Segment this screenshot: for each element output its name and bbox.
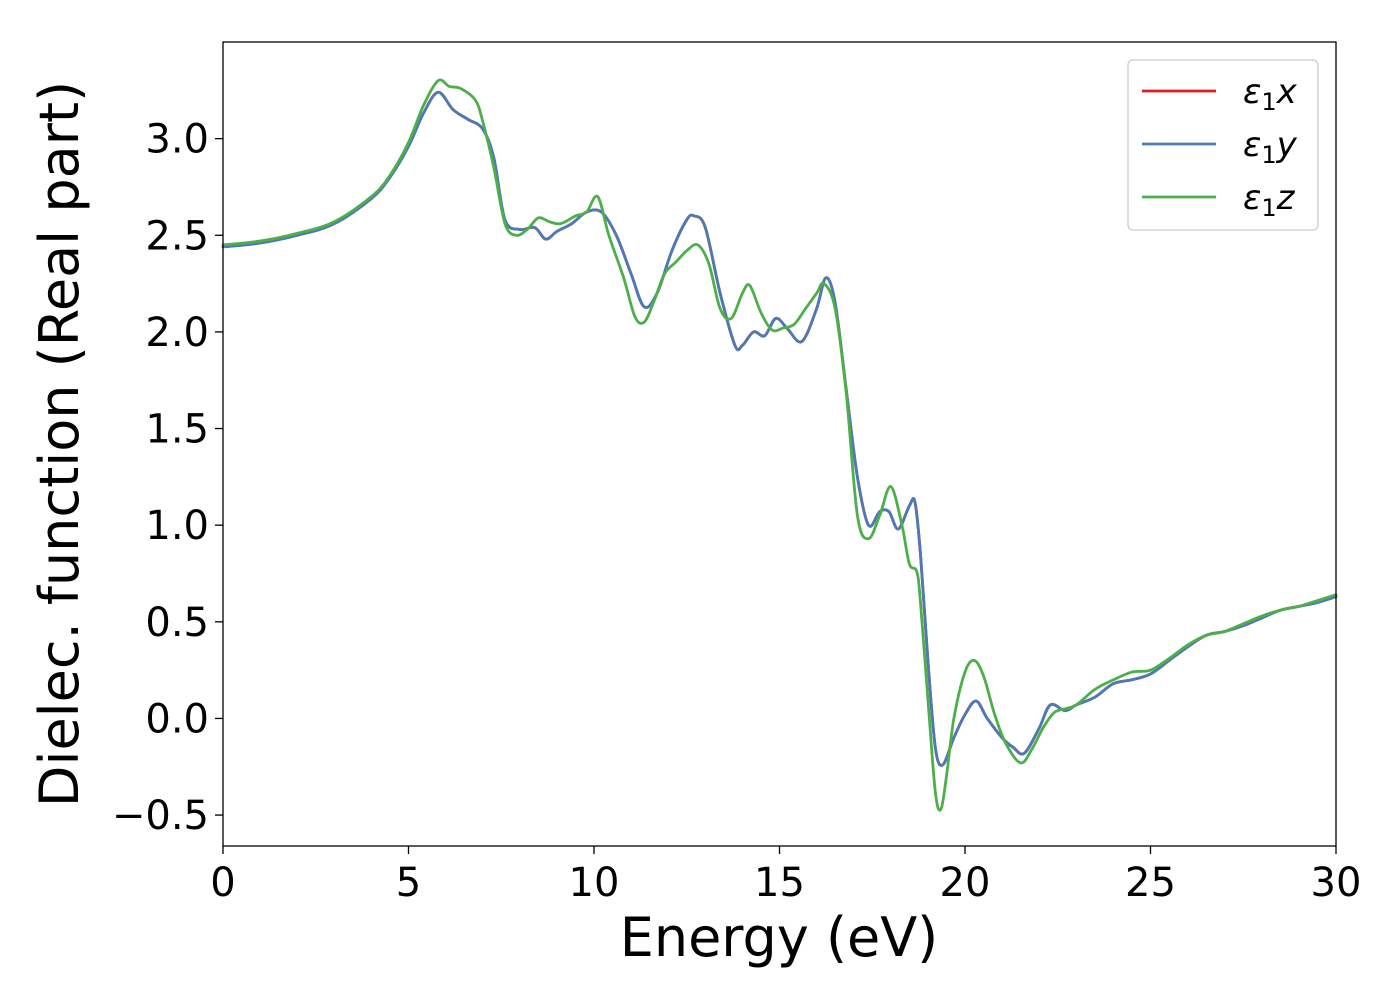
y-tick-label: 2.5 xyxy=(145,213,209,259)
legend-label-y: ε1y xyxy=(1243,125,1298,169)
y-tick-label: 1.5 xyxy=(145,407,209,453)
x-axis-title: Energy (eV) xyxy=(620,906,939,969)
legend: ε1x ε1y ε1z xyxy=(1127,59,1319,231)
legend-frame xyxy=(1127,59,1319,231)
y-tick-label: 3.0 xyxy=(145,117,209,163)
y-axis-title: Dielec. function (Real part) xyxy=(28,81,91,807)
y-tick-label: −0.5 xyxy=(112,793,209,839)
legend-label-z: ε1z xyxy=(1243,178,1296,222)
y-axis: −0.5 0.0 0.5 1.0 1.5 2.0 2.5 3.0 xyxy=(112,117,223,839)
y-tick-label: 0.5 xyxy=(145,600,209,646)
series-line-z xyxy=(221,78,1338,812)
x-tick-label: 0 xyxy=(210,860,235,906)
x-tick-label: 20 xyxy=(940,860,991,906)
y-tick-label: 1.0 xyxy=(145,503,209,549)
x-tick-label: 10 xyxy=(569,860,620,906)
x-tick-label: 25 xyxy=(1125,860,1176,906)
legend-label-x: ε1x xyxy=(1243,72,1298,116)
x-tick-label: 5 xyxy=(396,860,421,906)
x-axis: 0 5 10 15 20 25 30 xyxy=(210,846,1361,906)
x-tick-label: 30 xyxy=(1311,860,1362,906)
y-tick-label: 0.0 xyxy=(145,696,209,742)
y-tick-label: 2.0 xyxy=(145,310,209,356)
x-tick-label: 15 xyxy=(754,860,805,906)
series-layer xyxy=(221,78,1338,812)
